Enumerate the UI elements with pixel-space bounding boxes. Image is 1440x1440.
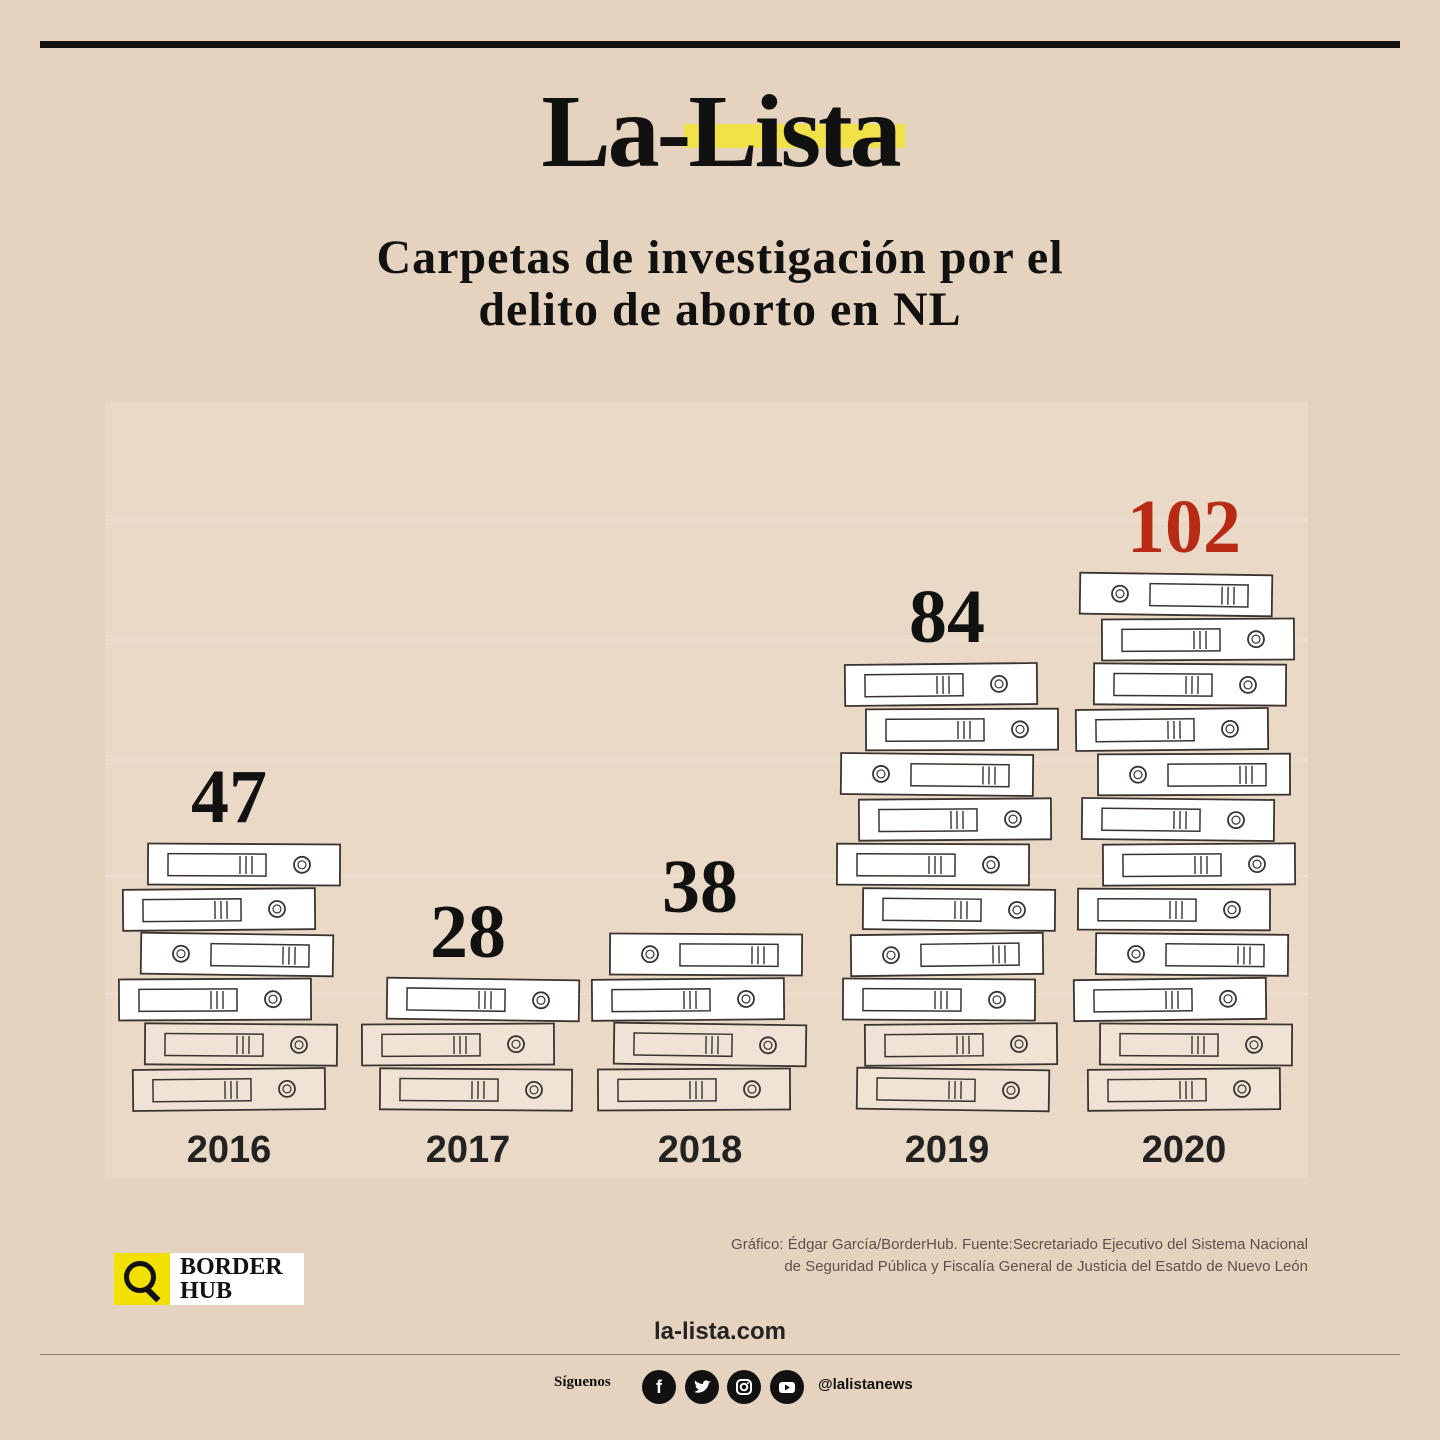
- binder-2020-7: [1080, 797, 1276, 842]
- binder-2019-7: [857, 797, 1053, 842]
- bar-2020: [1072, 571, 1297, 1112]
- bar-2016: [117, 842, 342, 1112]
- value-label-2018: 38: [662, 845, 738, 929]
- chart-title: Carpetas de investigación por el delito …: [0, 232, 1440, 336]
- borderhub-logo-line1: BORDER: [180, 1254, 283, 1280]
- chart-title-line2: delito de aborto en NL: [478, 283, 962, 336]
- binder-2018-2: [612, 1021, 808, 1068]
- source-credit: Gráfico: Édgar García/BorderHub. Fuente:…: [608, 1234, 1308, 1278]
- category-label-2020: 2020: [1142, 1129, 1227, 1171]
- site-url[interactable]: la-lista.com: [653, 1318, 787, 1345]
- social-handle[interactable]: @lalistanews: [818, 1376, 913, 1393]
- bar-2018: [590, 932, 808, 1112]
- binder-2016-2: [143, 1022, 339, 1067]
- binder-2019-1: [855, 1066, 1051, 1113]
- binder-2020-9: [1074, 707, 1270, 752]
- binder-2019-2: [863, 1022, 1059, 1067]
- follow-label: Síguenos: [554, 1374, 611, 1390]
- binder-2017-3: [385, 976, 581, 1023]
- binder-2019-4: [849, 931, 1045, 978]
- top-rule: [40, 41, 1400, 48]
- binder-2020-10: [1092, 662, 1288, 707]
- binder-2019-10: [843, 662, 1039, 707]
- category-label-2018: 2018: [658, 1129, 743, 1171]
- borderhub-logo: BORDER HUB: [114, 1253, 304, 1305]
- bar-2019: [836, 662, 1059, 1113]
- binder-2017-2: [360, 1022, 556, 1067]
- binder-2020-11: [1100, 617, 1296, 662]
- binder-2019-5: [861, 887, 1057, 932]
- twitter-icon[interactable]: [685, 1370, 719, 1404]
- binder-2020-12: [1078, 571, 1274, 618]
- binder-2018-3: [590, 977, 786, 1022]
- la-lista-logo: La-Lista: [0, 80, 1440, 184]
- borderhub-logo-line2: HUB: [180, 1278, 233, 1304]
- binder-2018-1: [596, 1067, 792, 1112]
- logo-text-la: La-: [541, 74, 691, 189]
- binder-2019-3: [841, 977, 1037, 1022]
- binder-2020-6: [1101, 842, 1297, 887]
- value-label-2017: 28: [430, 890, 506, 974]
- binder-2019-9: [865, 707, 1059, 752]
- binder-2017-1: [378, 1067, 574, 1112]
- source-credit-line1: Gráfico: Édgar García/BorderHub. Fuente:…: [731, 1236, 1308, 1253]
- binder-2018-4: [608, 932, 804, 977]
- category-label-2017: 2017: [426, 1129, 511, 1171]
- binder-2020-5: [1077, 887, 1271, 932]
- binder-2016-1: [131, 1067, 327, 1112]
- facebook-icon[interactable]: f: [642, 1370, 676, 1404]
- magnifier-icon: [114, 1253, 170, 1305]
- chart-title-line1: Carpetas de investigación por el: [376, 231, 1064, 284]
- binder-2020-1: [1086, 1067, 1282, 1112]
- binder-2019-6: [836, 842, 1030, 887]
- binder-2016-5: [121, 887, 317, 932]
- binder-2016-3: [117, 977, 313, 1022]
- logo-text-lista: Lista: [684, 74, 906, 189]
- binder-2020-4: [1094, 932, 1290, 977]
- binder-2016-4: [139, 931, 335, 978]
- category-label-2019: 2019: [905, 1129, 990, 1171]
- binder-2020-8: [1097, 752, 1291, 797]
- source-credit-line2: de Seguridad Pública y Fiscalía General …: [784, 1258, 1308, 1275]
- category-label-2016: 2016: [187, 1129, 272, 1171]
- youtube-icon[interactable]: [770, 1370, 804, 1404]
- binder-bar-chart: 47 2016 28 2017 38 2018 84 2019 102 2020: [105, 485, 1308, 1171]
- value-label-2020: 102: [1127, 485, 1241, 569]
- value-label-2016: 47: [191, 755, 267, 839]
- value-label-2019: 84: [909, 575, 985, 659]
- bottom-rule: [40, 1354, 1400, 1355]
- instagram-icon[interactable]: [727, 1370, 761, 1404]
- binder-2020-2: [1098, 1022, 1294, 1067]
- binder-2020-3: [1072, 976, 1268, 1023]
- binder-2016-6: [146, 842, 342, 887]
- binder-2019-8: [839, 752, 1035, 797]
- bar-2017: [360, 976, 581, 1112]
